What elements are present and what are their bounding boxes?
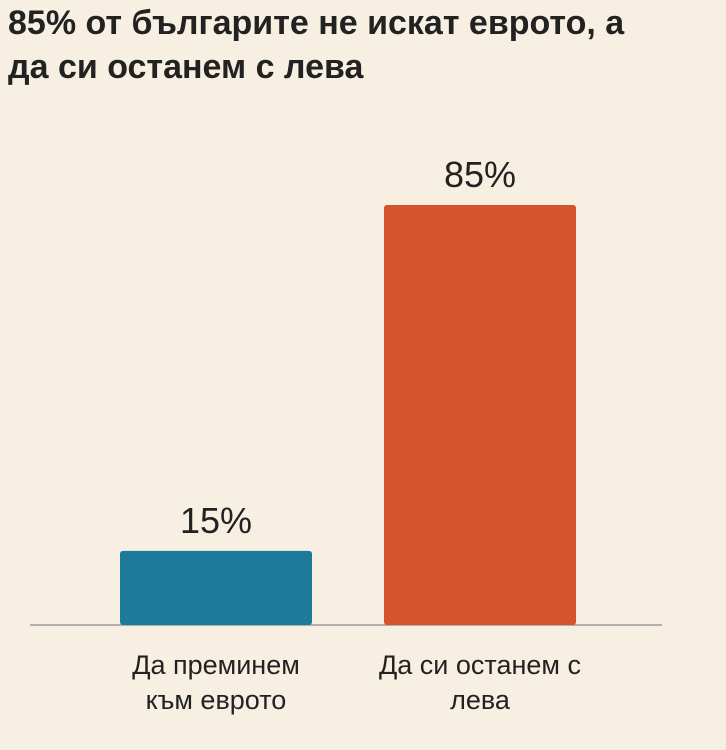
value-label: 15%: [180, 500, 252, 541]
chart: 15% 85%: [30, 154, 662, 626]
bar: [120, 550, 312, 625]
chart-title: 85% от българите не искат еврото, а да с…: [8, 4, 625, 86]
bar: [384, 205, 576, 625]
value-label: 85%: [444, 154, 516, 195]
x-tick-label: Да си останем с лева: [379, 650, 581, 716]
x-tick-label: Да преминем към еврото: [132, 650, 300, 716]
